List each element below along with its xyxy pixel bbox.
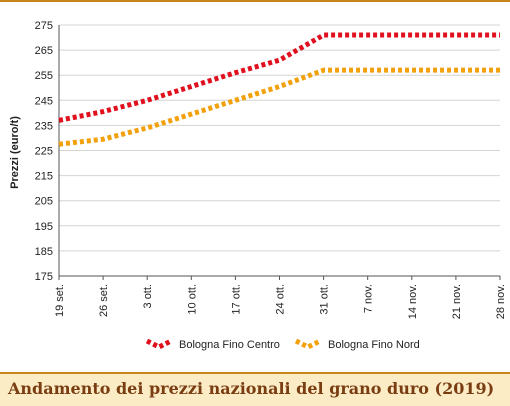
x-tick-label: 19 set. xyxy=(54,284,66,317)
y-tick-label: 275 xyxy=(35,20,53,32)
y-tick-label: 255 xyxy=(35,70,53,82)
y-tick-label: 185 xyxy=(35,246,53,258)
y-tick-label: 235 xyxy=(35,120,53,132)
y-tick-label: 245 xyxy=(35,95,53,107)
legend-label-0: Bologna Fino Centro xyxy=(179,339,280,351)
series-line-0 xyxy=(58,32,500,123)
y-tick-label: 215 xyxy=(35,171,53,183)
tick-labels: 175 185 195 205 215 225 235 245 255 265 275 19 set.… xyxy=(35,20,507,319)
x-tick-label: 28 nov. xyxy=(495,284,507,319)
x-tick-label: 24 ott. xyxy=(275,284,287,315)
legend-swatch-0 xyxy=(145,338,173,350)
x-tick-label: 31 ott. xyxy=(319,284,331,315)
y-tick-label: 175 xyxy=(35,271,53,283)
y-tick-label: 225 xyxy=(35,146,53,158)
x-tick-label: 7 nov. xyxy=(363,284,375,313)
grid-lines xyxy=(59,24,500,277)
y-tick-label: 265 xyxy=(35,45,53,57)
x-tick-label: 10 ott. xyxy=(186,284,198,315)
x-tick-label: 21 nov. xyxy=(451,284,463,319)
legend: Bologna Fino Centro Bologna Fino Nord xyxy=(145,338,420,351)
series-line-1 xyxy=(58,67,500,147)
y-axis-label: Prezzi (euro/t) xyxy=(9,116,21,189)
y-tick-label: 205 xyxy=(35,196,53,208)
x-tick-label: 26 set. xyxy=(98,284,110,317)
chart-caption: Andamento dei prezzi nazionali del grano… xyxy=(8,379,495,398)
legend-label-1: Bologna Fino Nord xyxy=(328,339,420,351)
line-chart: 175 185 195 205 215 225 235 245 255 265 275 19 set.… xyxy=(9,20,507,351)
caption-bar: Andamento dei prezzi nazionali del grano… xyxy=(0,372,510,406)
legend-swatch-1 xyxy=(294,338,322,350)
x-tick-label: 17 ott. xyxy=(230,284,242,315)
x-tick-label: 3 ott. xyxy=(142,284,154,308)
x-tick-label: 14 nov. xyxy=(407,284,419,319)
y-tick-label: 195 xyxy=(35,221,53,233)
axes xyxy=(58,25,501,280)
series-lines xyxy=(58,32,500,147)
